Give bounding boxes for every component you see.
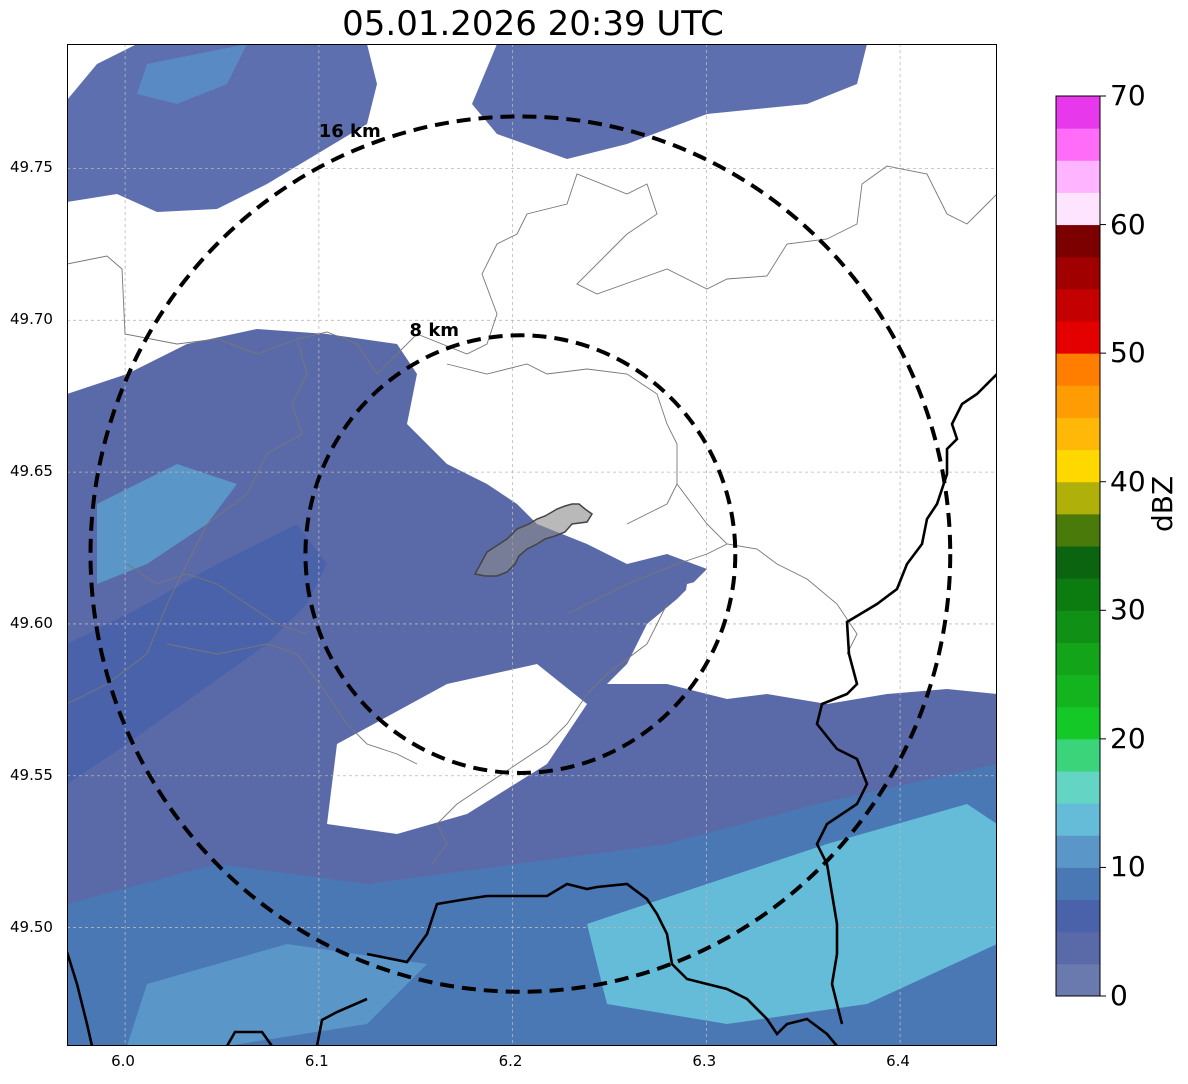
clear-gap-southeast xyxy=(677,564,827,664)
radar-map-svg xyxy=(67,44,997,1046)
ring-label: 8 km xyxy=(409,319,460,341)
colorbar-segment xyxy=(1056,963,1100,997)
radar-map[interactable] xyxy=(67,44,997,1046)
x-tick-label: 6.1 xyxy=(304,1052,329,1070)
range-ring xyxy=(303,333,738,775)
echo-core-south xyxy=(127,944,427,1046)
colorbar-segment xyxy=(1056,899,1100,933)
colorbar-segment xyxy=(1056,192,1100,226)
y-tick-label: 49.75 xyxy=(10,158,53,177)
admin-borders xyxy=(67,165,997,865)
echo-core-southeast xyxy=(587,804,997,1024)
colorbar-tick-label: 10 xyxy=(1110,850,1146,884)
colorbar-segment xyxy=(1056,513,1100,547)
y-tick-label: 49.50 xyxy=(10,917,53,936)
colorbar-segment xyxy=(1056,738,1100,772)
colorbar-segment xyxy=(1056,96,1100,129)
map-border xyxy=(67,44,997,1046)
colorbar-segment xyxy=(1056,674,1100,708)
x-tick-label: 6.2 xyxy=(498,1052,523,1070)
colorbar-tick-label: 20 xyxy=(1110,721,1146,755)
precipitation-layer xyxy=(67,44,997,1046)
range-rings xyxy=(88,114,953,994)
y-tick-label: 49.70 xyxy=(10,310,53,329)
colorbar-tick-label: 30 xyxy=(1110,593,1146,627)
colorbar-segment xyxy=(1056,385,1100,418)
echo-area-north xyxy=(472,44,867,159)
colorbar-tick-label: 60 xyxy=(1110,207,1146,241)
colorbar-segment xyxy=(1056,610,1100,643)
range-ring xyxy=(88,114,953,994)
x-tick-label: 6.0 xyxy=(111,1052,135,1070)
colorbar-segment xyxy=(1056,867,1100,901)
colorbar-segment xyxy=(1056,578,1100,611)
colorbar-segment xyxy=(1056,449,1100,483)
colorbar-segment xyxy=(1056,417,1100,451)
colorbar-segment xyxy=(1056,160,1100,193)
colorbar-segment xyxy=(1056,931,1100,965)
colorbar-segment xyxy=(1056,546,1100,579)
colorbar-segment xyxy=(1056,224,1100,258)
chart-title: 05.01.2026 20:39 UTC xyxy=(342,4,724,44)
colorbar-segment xyxy=(1056,706,1100,740)
y-tick-label: 49.60 xyxy=(10,613,53,632)
clear-gap-south xyxy=(327,664,587,834)
ring-label: 16 km xyxy=(318,121,381,143)
colorbar-tick-label: 0 xyxy=(1110,979,1128,1012)
colorbar-segment xyxy=(1056,288,1100,322)
colorbar-segment xyxy=(1056,835,1100,868)
x-tick-label: 6.4 xyxy=(886,1052,910,1070)
x-tick-label: 6.3 xyxy=(692,1052,717,1070)
colorbar-segment xyxy=(1056,771,1100,804)
national-borders xyxy=(67,373,997,1046)
colorbar-segment xyxy=(1056,803,1100,836)
colorbar xyxy=(1055,95,1106,997)
colorbar-label: dBZ xyxy=(1146,475,1179,532)
echo-core-northwest xyxy=(137,44,247,104)
y-tick-label: 49.55 xyxy=(10,765,53,784)
colorbar-segment xyxy=(1056,128,1100,161)
colorbar-tick-label: 70 xyxy=(1110,79,1146,112)
colorbar-tick-label: 50 xyxy=(1110,336,1146,370)
colorbar-segment xyxy=(1056,642,1100,676)
colorbar-segment xyxy=(1056,321,1100,354)
colorbar-frame xyxy=(1055,95,1101,997)
city-outline[interactable] xyxy=(473,503,594,577)
colorbar-tick-label: 40 xyxy=(1110,464,1146,498)
y-tick-label: 49.65 xyxy=(10,462,53,481)
grid-lines xyxy=(67,44,997,1046)
colorbar-segment xyxy=(1056,481,1100,515)
echo-core-west xyxy=(97,464,237,584)
echo-band-west xyxy=(67,524,327,784)
colorbar-segment xyxy=(1056,256,1100,290)
colorbar-segment xyxy=(1056,353,1100,386)
